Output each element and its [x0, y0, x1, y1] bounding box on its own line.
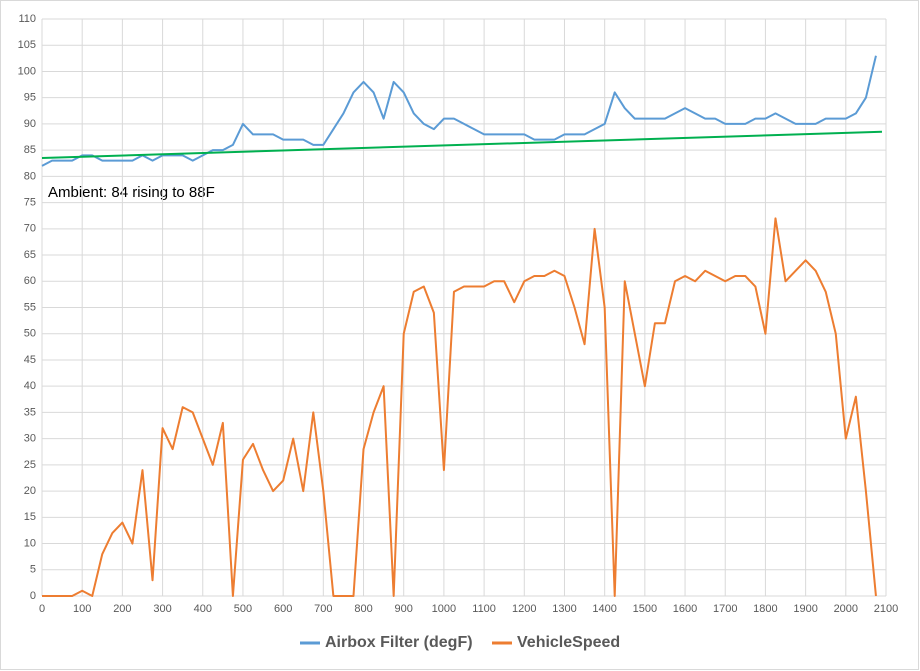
y-tick-label: 90	[24, 118, 36, 130]
y-tick-label: 25	[24, 459, 36, 471]
y-tick-label: 70	[24, 223, 36, 235]
x-tick-label: 1100	[472, 603, 496, 615]
y-tick-label: 65	[24, 249, 36, 261]
x-tick-label: 2100	[874, 603, 898, 615]
y-tick-label: 100	[18, 65, 36, 77]
y-tick-label: 50	[24, 328, 36, 340]
legend-label: Airbox Filter (degF)	[325, 634, 473, 651]
x-tick-label: 1400	[592, 603, 616, 615]
y-tick-label: 0	[30, 590, 36, 602]
x-tick-label: 1000	[432, 603, 456, 615]
data-line	[42, 217, 877, 597]
y-tick-label: 15	[24, 511, 36, 523]
x-tick-label: 1300	[552, 603, 576, 615]
x-tick-label: 0	[39, 603, 45, 615]
y-tick-label: 95	[24, 92, 36, 104]
y-tick-label: 35	[24, 406, 36, 418]
y-tick-label: 55	[24, 301, 36, 313]
y-tick-label: 45	[24, 354, 36, 366]
data-line	[41, 55, 877, 167]
y-tick-label: 105	[18, 39, 36, 51]
y-tick-label: 60	[24, 275, 36, 287]
y-tick-label: 5	[30, 564, 36, 576]
x-tick-label: 1900	[793, 603, 817, 615]
y-tick-label: 85	[24, 144, 36, 156]
y-tick-label: 40	[24, 380, 36, 392]
x-tick-label: 1800	[753, 603, 777, 615]
y-tick-label: 20	[24, 485, 36, 497]
ambient-line	[41, 130, 883, 160]
annotation: Ambient: 84 rising to 88F	[48, 184, 215, 201]
x-tick-label: 1600	[673, 603, 697, 615]
x-tick-label: 500	[234, 603, 252, 615]
x-tick-label: 900	[395, 603, 413, 615]
legend-label: VehicleSpeed	[517, 634, 620, 651]
x-tick-label: 1200	[512, 603, 536, 615]
x-tick-label: 100	[73, 603, 91, 615]
x-tick-label: 700	[314, 603, 332, 615]
x-tick-label: 2000	[834, 603, 858, 615]
x-tick-label: 300	[153, 603, 171, 615]
y-tick-label: 10	[24, 537, 36, 549]
x-tick-label: 400	[194, 603, 212, 615]
y-tick-label: 75	[24, 196, 36, 208]
y-tick-label: 110	[18, 13, 36, 25]
x-tick-label: 600	[274, 603, 292, 615]
y-tick-label: 80	[24, 170, 36, 182]
x-tick-label: 200	[113, 603, 131, 615]
x-tick-label: 1500	[633, 603, 657, 615]
x-tick-label: 800	[354, 603, 372, 615]
x-tick-label: 1700	[713, 603, 737, 615]
y-tick-label: 30	[24, 433, 36, 445]
